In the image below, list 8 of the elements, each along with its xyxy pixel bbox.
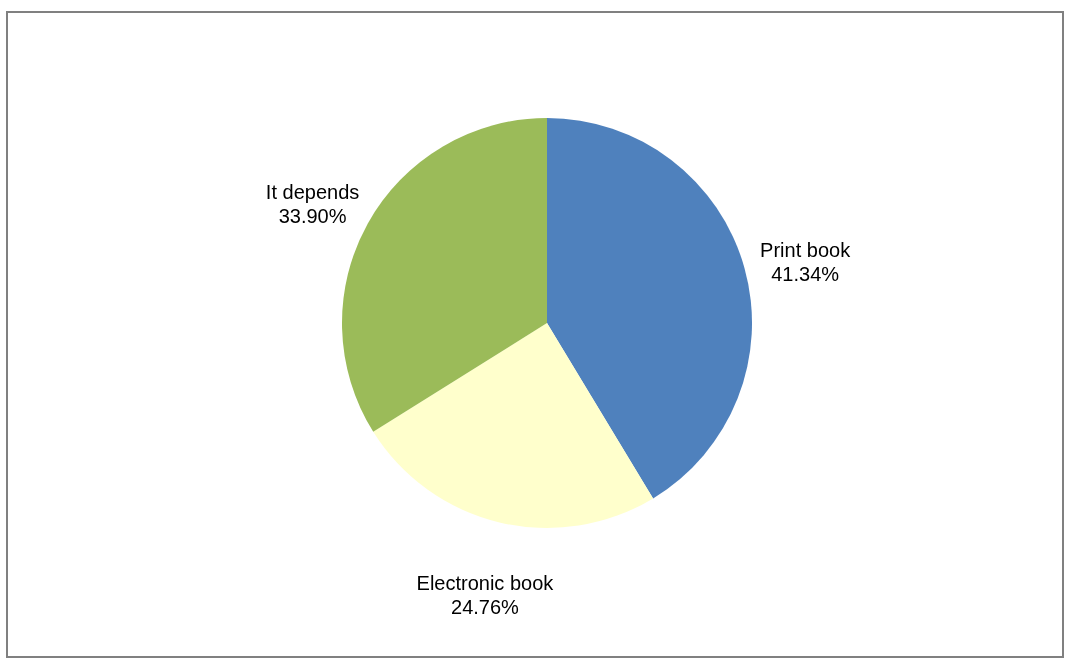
slice-label: Electronic book xyxy=(416,571,555,594)
data-label: 24.76% xyxy=(451,595,520,618)
pie-slice xyxy=(373,323,654,528)
data-label: 33.90% xyxy=(278,205,347,228)
pie-slice xyxy=(547,118,752,499)
slice-label: Print book xyxy=(760,238,852,261)
data-label: 41.34% xyxy=(771,262,840,285)
slice-label: It depends xyxy=(265,181,360,204)
